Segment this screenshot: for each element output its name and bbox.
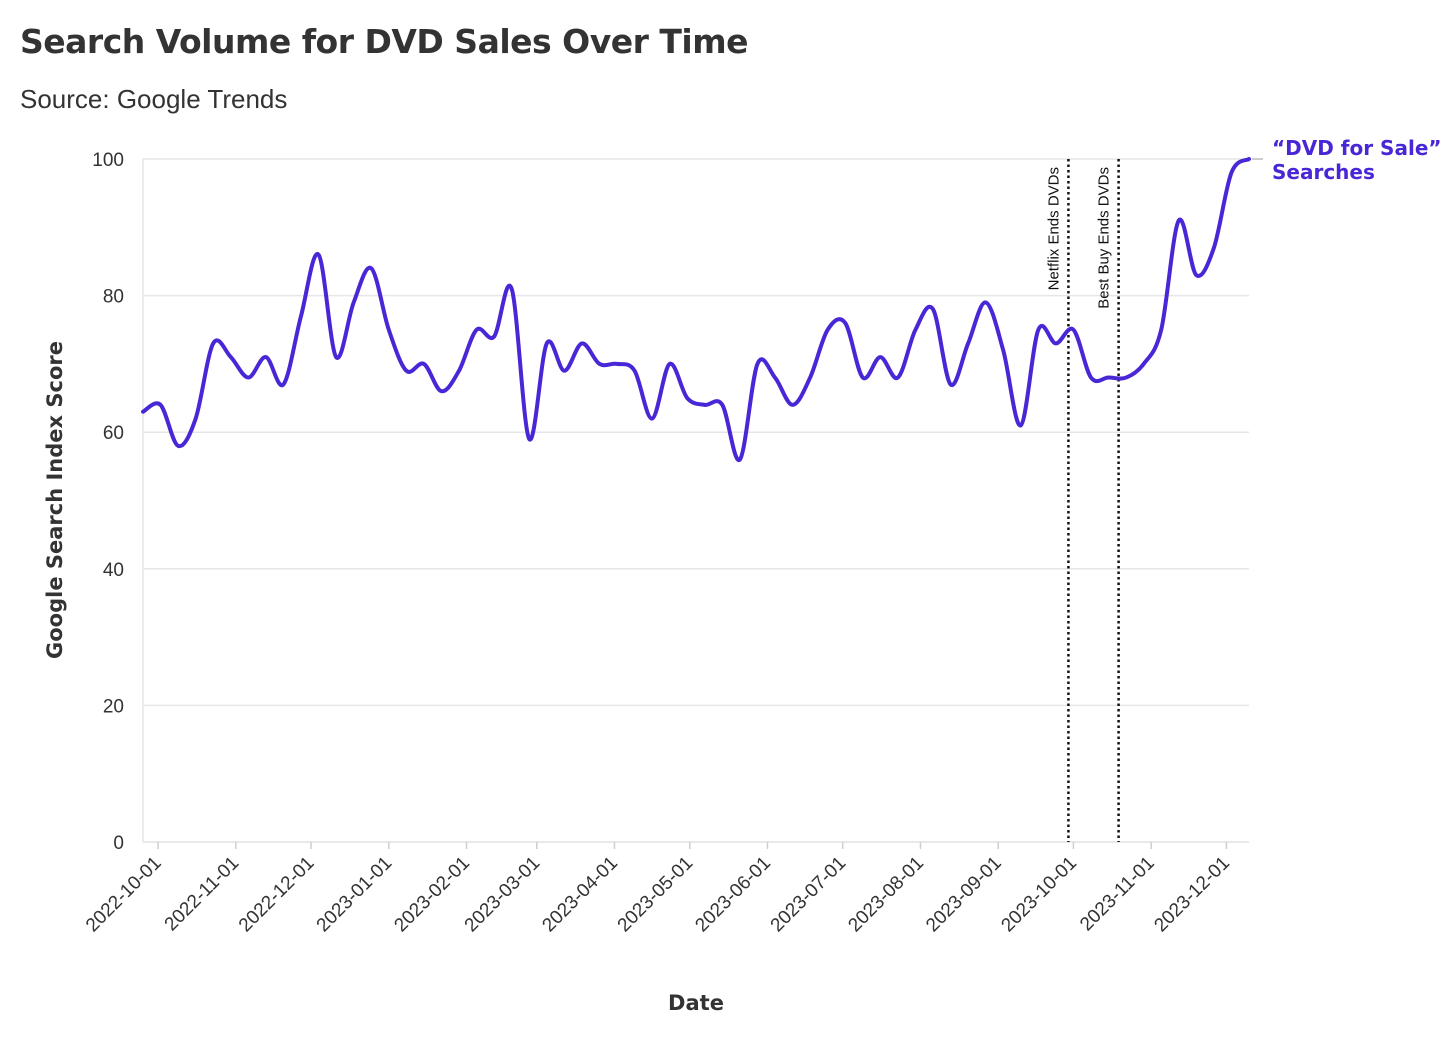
- series-label-line: “DVD for Sale”: [1272, 136, 1442, 160]
- x-tick-label: 2023-03-01: [461, 853, 545, 937]
- x-tick-label: 2023-11-01: [1076, 853, 1159, 936]
- x-tick-label: 2023-10-01: [997, 853, 1081, 937]
- y-tick-label: 20: [103, 696, 124, 717]
- x-tick-label: 2023-12-01: [1150, 853, 1234, 937]
- series-label-line: Searches: [1272, 160, 1375, 184]
- y-tick-label: 40: [103, 560, 124, 581]
- x-tick-label: 2023-05-01: [614, 853, 698, 937]
- chart-subtitle: Source: Google Trends: [20, 84, 288, 114]
- y-axis-ticks: 0 20 40 60 80 100: [92, 150, 124, 854]
- x-tick-label: 2022-10-01: [82, 853, 166, 937]
- annotation-label: Netflix Ends DVDs: [1045, 167, 1062, 290]
- series-line: [141, 157, 1251, 462]
- x-tick-label: 2023-08-01: [844, 853, 928, 937]
- x-tick-label: 2023-04-01: [538, 853, 622, 937]
- x-axis: 2022-10-012022-11-012022-12-012023-01-01…: [82, 159, 1249, 936]
- annotations: Netflix Ends DVDs Best Buy Ends DVDs: [1045, 159, 1120, 842]
- y-tick-label: 0: [113, 833, 124, 854]
- x-tick-label: 2022-12-01: [235, 853, 319, 937]
- gridlines: [143, 158, 1249, 843]
- x-tick-label: 2023-07-01: [767, 853, 851, 937]
- y-tick-label: 60: [103, 423, 124, 444]
- x-axis-title: Date: [668, 991, 724, 1015]
- series-layer: “DVD for Sale”Searches: [141, 136, 1442, 462]
- x-tick-label: 2023-09-01: [922, 853, 1006, 937]
- y-tick-label: 80: [103, 287, 124, 308]
- x-tick-label: 2022-11-01: [161, 853, 244, 936]
- y-axis-title: Google Search Index Score: [43, 341, 67, 659]
- annotation-label: Best Buy Ends DVDs: [1096, 167, 1113, 309]
- x-tick-label: 2023-01-01: [313, 853, 397, 937]
- x-tick-label: 2023-02-01: [390, 853, 474, 937]
- chart-title: Search Volume for DVD Sales Over Time: [20, 22, 748, 61]
- x-tick-label: 2023-06-01: [691, 853, 775, 937]
- y-tick-label: 100: [92, 150, 124, 171]
